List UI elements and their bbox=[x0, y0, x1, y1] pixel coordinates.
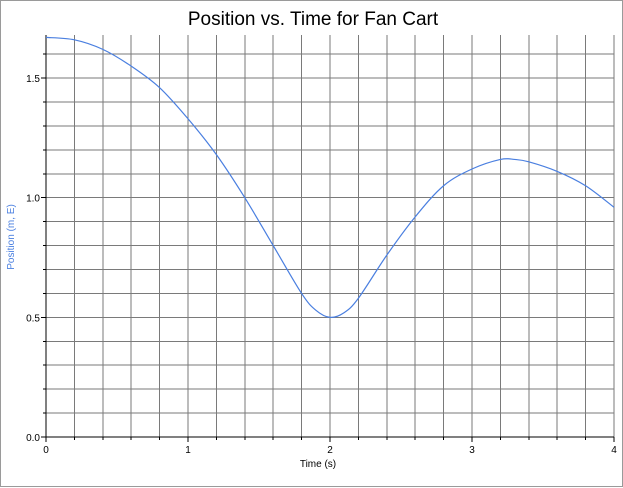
axes bbox=[41, 35, 615, 442]
y-axis-label: Position (m, E) bbox=[6, 204, 17, 270]
x-axis-label: Time (s) bbox=[300, 459, 336, 470]
y-tick-label: 0.5 bbox=[26, 313, 40, 324]
y-tick-label: 0.0 bbox=[26, 433, 40, 444]
x-tick-label: 1 bbox=[185, 445, 191, 456]
y-tick-label: 1.5 bbox=[26, 74, 40, 85]
tick-labels: 0 1 2 3 4 0.0 0.5 1.0 1.5 bbox=[26, 74, 617, 456]
series-layer bbox=[45, 36, 615, 318]
grid bbox=[45, 35, 615, 438]
x-tick-label: 3 bbox=[469, 445, 475, 456]
y-tick-label: 1.0 bbox=[26, 194, 40, 205]
series-line bbox=[45, 36, 615, 318]
x-tick-label: 4 bbox=[611, 445, 617, 456]
chart-title: Position vs. Time for Fan Cart bbox=[188, 9, 439, 30]
x-tick-label: 2 bbox=[327, 445, 333, 456]
x-tick-label: 0 bbox=[43, 445, 49, 456]
